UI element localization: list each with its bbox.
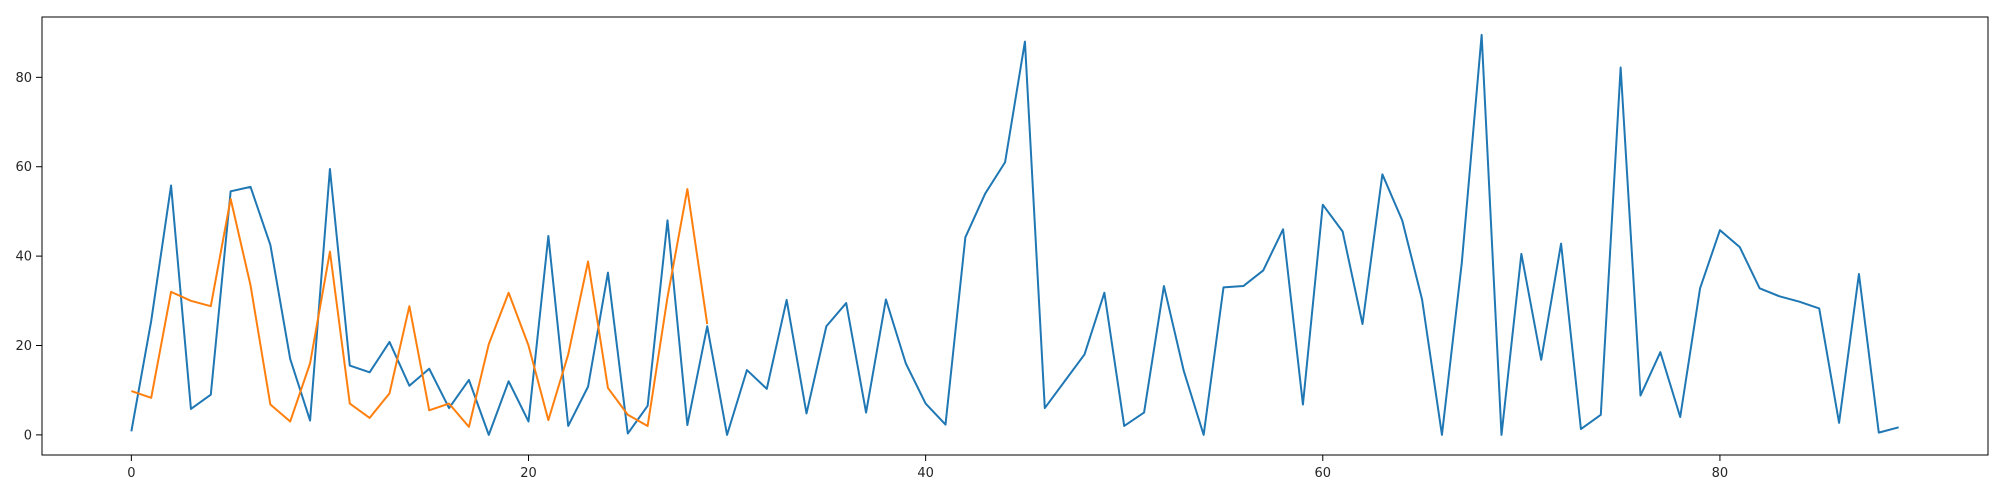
x-tick-label: 0 <box>127 466 135 481</box>
series-0 <box>130 33 1899 436</box>
y-tick-label: 80 <box>15 71 32 86</box>
plot-frame <box>41 16 1989 456</box>
y-tick-label: 40 <box>15 250 32 265</box>
series-line <box>131 188 709 428</box>
series-1 <box>131 188 709 428</box>
series-layer <box>130 33 1899 436</box>
x-tick-label: 20 <box>520 466 537 481</box>
y-tick-label: 20 <box>15 339 32 354</box>
y-tick-label: 60 <box>15 160 32 175</box>
x-tick-label: 40 <box>917 466 934 481</box>
y-axis: 0 20 40 60 80 <box>15 71 42 443</box>
y-tick-label: 0 <box>24 428 32 443</box>
x-tick-label: 60 <box>1315 466 1332 481</box>
series-line <box>130 33 1899 436</box>
x-tick-label: 80 <box>1712 466 1729 481</box>
x-axis: 0 20 40 60 80 <box>127 455 1728 481</box>
